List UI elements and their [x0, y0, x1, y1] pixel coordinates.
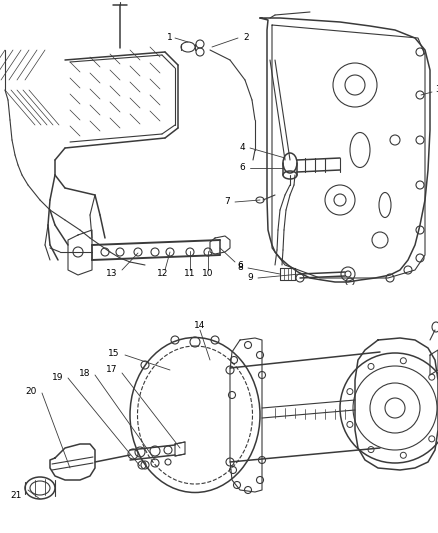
- Text: 18: 18: [78, 368, 90, 377]
- Text: 21: 21: [11, 490, 22, 499]
- Text: 2: 2: [243, 34, 249, 43]
- Text: 12: 12: [157, 270, 169, 279]
- Text: 6: 6: [239, 163, 245, 172]
- Text: 8: 8: [237, 262, 243, 271]
- Text: 20: 20: [26, 386, 37, 395]
- Text: 4: 4: [240, 142, 245, 151]
- Text: 17: 17: [106, 366, 117, 375]
- Text: 7: 7: [224, 197, 230, 206]
- Text: 6: 6: [237, 261, 243, 270]
- Text: 3: 3: [435, 85, 438, 94]
- Text: 14: 14: [194, 321, 206, 330]
- Text: 10: 10: [202, 270, 214, 279]
- Text: 13: 13: [106, 270, 118, 279]
- Text: 11: 11: [184, 270, 196, 279]
- Text: 9: 9: [247, 273, 253, 282]
- Text: 19: 19: [52, 373, 63, 382]
- Text: 1: 1: [167, 34, 173, 43]
- Text: 15: 15: [107, 350, 119, 359]
